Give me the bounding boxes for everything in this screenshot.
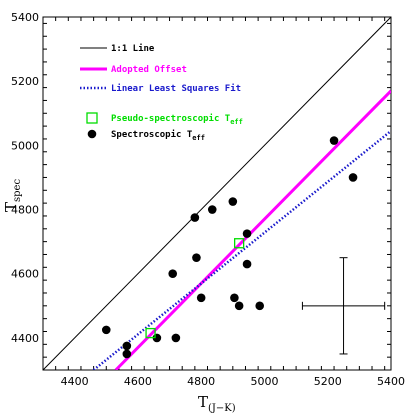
legend-label: Pseudo-spectroscopic Teff [111, 113, 243, 126]
data-point [255, 301, 265, 311]
ticks-layer: 4400 4600 4800 5000 5200 5400 4400 4600 4800 5000… [11, 11, 405, 388]
data-point [168, 269, 178, 279]
y-tick-label: 4600 [11, 268, 39, 281]
data-point [171, 333, 181, 343]
x-tick-label: 5200 [314, 375, 342, 388]
data-point [101, 325, 111, 335]
legend: 1:1 Line Adopted Offset Linear Least Squar… [80, 43, 243, 142]
fit-line [114, 89, 391, 370]
data-point [242, 229, 252, 238]
y-tick-label: 5400 [11, 11, 39, 24]
data-point [192, 253, 201, 262]
data-point [207, 205, 217, 214]
x-tick-label: 5400 [377, 375, 405, 388]
x-axis-title: T(J−K) [198, 393, 236, 414]
y-tick-label: 5200 [11, 75, 39, 88]
data-point-square [145, 327, 156, 339]
legend-label: Linear Least Squares Fit [111, 83, 241, 94]
fit-line [92, 129, 391, 370]
data-point [122, 341, 132, 351]
data-point [228, 197, 238, 206]
y-tick-label: 5000 [11, 139, 39, 152]
error-bar [301, 257, 386, 355]
data-point [242, 259, 252, 269]
y-tick-label: 4400 [11, 332, 39, 345]
legend-label: 1:1 Line [111, 43, 155, 54]
data-point [230, 293, 239, 303]
legend-label: Spectroscopic Teff [111, 129, 205, 142]
y-axis-title: Tspec [2, 179, 23, 212]
x-tick-label: 4600 [124, 375, 152, 388]
data-point [122, 349, 132, 359]
legend-swatch [87, 129, 97, 139]
data-point [348, 173, 358, 182]
data-point [196, 293, 206, 303]
legend-swatch [86, 112, 98, 124]
x-tick-label: 4800 [187, 375, 215, 388]
y-tick-label: 4800 [11, 204, 39, 217]
data-point [234, 301, 244, 311]
data-point-square [233, 238, 245, 249]
x-tick-label: 4400 [61, 375, 89, 388]
points-layer [101, 136, 358, 359]
legend-label: Adopted Offset [111, 65, 187, 75]
fit-line [43, 17, 391, 370]
data-point [190, 213, 200, 222]
data-point [329, 136, 339, 145]
lines-layer [43, 17, 391, 370]
x-tick-label: 5000 [250, 375, 278, 388]
